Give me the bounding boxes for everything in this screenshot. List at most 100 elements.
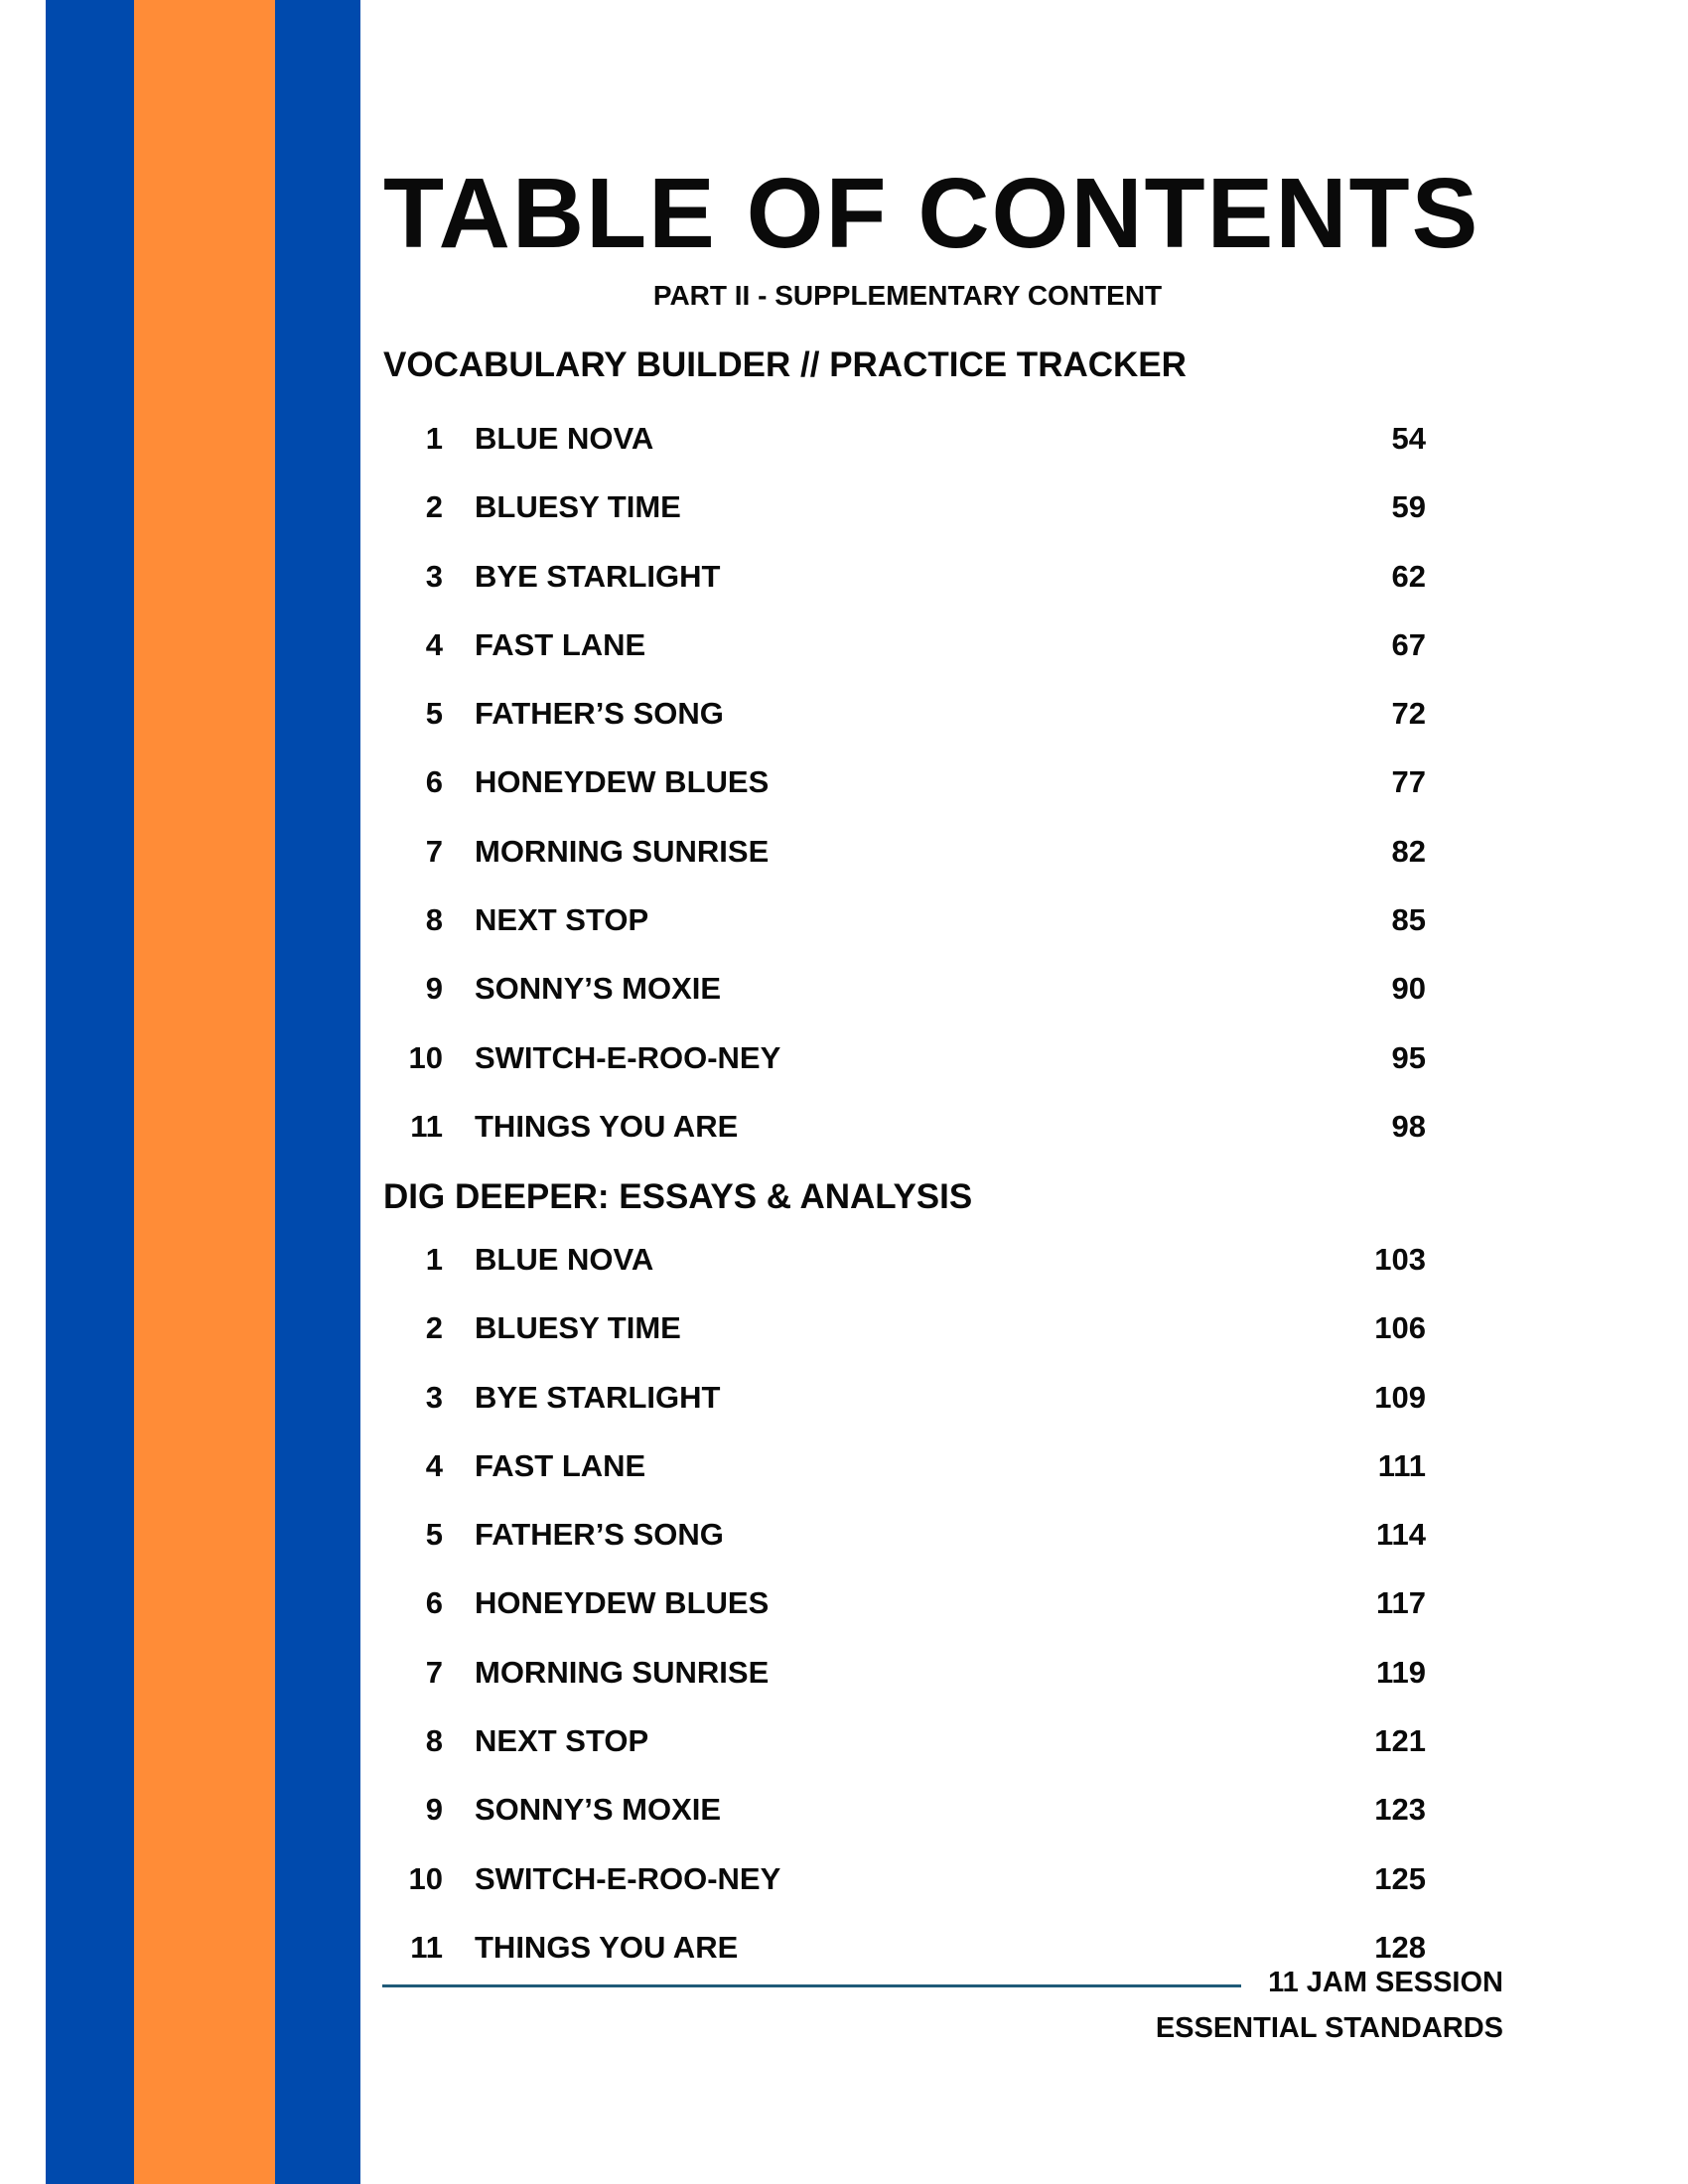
entry-number: 1: [425, 1242, 443, 1277]
footer-book-title: ESSENTIAL STANDARDS: [1155, 2012, 1503, 2044]
entry-page-number: 67: [1391, 626, 1426, 662]
entry-title: BLUESY TIME: [475, 1310, 681, 1346]
entry-page-number: 125: [1374, 1860, 1426, 1896]
entry-number: 2: [425, 489, 443, 525]
toc-entry[interactable]: 10 SWITCH-E-ROO-NEY 95: [383, 1040, 1426, 1109]
toc-entry[interactable]: 4 FAST LANE 67: [383, 627, 1426, 696]
entry-title: HONEYDEW BLUES: [475, 764, 770, 800]
footer-book-number: 11 JAM SESSION: [1268, 1967, 1503, 1998]
toc-entry[interactable]: 1 BLUE NOVA 103: [383, 1242, 1426, 1310]
entry-number: 7: [425, 833, 443, 869]
entry-page-number: 72: [1391, 696, 1426, 732]
toc-entry[interactable]: 3 BYE STARLIGHT 62: [383, 559, 1426, 627]
entry-title: THINGS YOU ARE: [475, 1929, 739, 1965]
entry-title: FAST LANE: [475, 1447, 646, 1483]
entry-number: 11: [410, 1108, 443, 1144]
toc-entry[interactable]: 5 FATHER’S SONG 114: [383, 1517, 1426, 1585]
right-blue-stripe: [275, 0, 360, 2184]
entry-page-number: 54: [1391, 421, 1426, 456]
entry-page-number: 109: [1374, 1379, 1426, 1415]
left-blue-stripe: [46, 0, 134, 2184]
entry-page-number: 77: [1391, 764, 1426, 800]
toc-entry[interactable]: 9 SONNY’S MOXIE 123: [383, 1792, 1426, 1860]
toc-list-vocabulary: 1 BLUE NOVA 54 2 BLUESY TIME 59 3 BYE STARLIGHT…: [383, 421, 1426, 1177]
entry-number: 9: [425, 1792, 443, 1828]
entry-title: SONNY’S MOXIE: [475, 971, 722, 1007]
orange-stripe: [134, 0, 275, 2184]
entry-page-number: 117: [1375, 1585, 1426, 1621]
entry-title: THINGS YOU ARE: [475, 1108, 739, 1144]
entry-title: FAST LANE: [475, 626, 646, 662]
entry-number: 10: [408, 1860, 443, 1896]
entry-number: 4: [425, 1447, 443, 1483]
entry-page-number: 111: [1377, 1447, 1426, 1483]
entry-title: BLUE NOVA: [475, 1242, 654, 1277]
toc-entry[interactable]: 8 NEXT STOP 85: [383, 902, 1426, 971]
entry-number: 4: [425, 626, 443, 662]
toc-entry[interactable]: 2 BLUESY TIME 59: [383, 489, 1426, 558]
entry-number: 10: [408, 1039, 443, 1075]
toc-entry[interactable]: 2 BLUESY TIME 106: [383, 1310, 1426, 1379]
entry-page-number: 62: [1391, 558, 1426, 594]
toc-entry[interactable]: 8 NEXT STOP 121: [383, 1723, 1426, 1792]
toc-entry[interactable]: 7 MORNING SUNRISE 82: [383, 834, 1426, 902]
toc-list-dig-deeper: 1 BLUE NOVA 103 2 BLUESY TIME 106 3 BYE STARLIG…: [383, 1242, 1426, 1998]
page-subtitle: PART II - SUPPLEMENTARY CONTENT: [652, 280, 1163, 311]
entry-number: 5: [425, 696, 443, 732]
toc-entry[interactable]: 9 SONNY’S MOXIE 90: [383, 971, 1426, 1039]
entry-number: 1: [425, 421, 443, 456]
entry-page-number: 103: [1374, 1242, 1426, 1277]
entry-number: 11: [410, 1929, 443, 1965]
toc-entry[interactable]: 11 THINGS YOU ARE 98: [383, 1109, 1426, 1177]
entry-page-number: 98: [1391, 1108, 1426, 1144]
toc-entry[interactable]: 5 FATHER’S SONG 72: [383, 696, 1426, 764]
entry-number: 6: [425, 764, 443, 800]
entry-number: 9: [425, 971, 443, 1007]
entry-page-number: 123: [1374, 1792, 1426, 1828]
section-heading-vocabulary: VOCABULARY BUILDER // PRACTICE TRACKER: [383, 345, 1187, 384]
entry-title: BLUESY TIME: [475, 489, 681, 525]
toc-entry[interactable]: 11 THINGS YOU ARE 128: [383, 1930, 1426, 1998]
entry-page-number: 128: [1374, 1929, 1426, 1965]
page-title: TABLE OF CONTENTS: [383, 158, 1480, 269]
entry-number: 8: [425, 1723, 443, 1759]
entry-number: 3: [425, 558, 443, 594]
entry-title: SWITCH-E-ROO-NEY: [475, 1860, 781, 1896]
entry-title: FATHER’S SONG: [475, 1517, 724, 1553]
toc-entry[interactable]: 1 BLUE NOVA 54: [383, 421, 1426, 489]
entry-page-number: 90: [1391, 971, 1426, 1007]
toc-entry[interactable]: 3 BYE STARLIGHT 109: [383, 1380, 1426, 1448]
entry-number: 5: [425, 1517, 443, 1553]
entry-number: 8: [425, 902, 443, 938]
toc-entry[interactable]: 6 HONEYDEW BLUES 77: [383, 764, 1426, 833]
entry-number: 7: [425, 1654, 443, 1690]
entry-title: MORNING SUNRISE: [475, 833, 770, 869]
entry-page-number: 85: [1391, 902, 1426, 938]
entry-title: SWITCH-E-ROO-NEY: [475, 1039, 781, 1075]
toc-entry[interactable]: 4 FAST LANE 111: [383, 1448, 1426, 1517]
footer-rule: [382, 1984, 1241, 1987]
entry-title: SONNY’S MOXIE: [475, 1792, 722, 1828]
toc-entry[interactable]: 10 SWITCH-E-ROO-NEY 125: [383, 1861, 1426, 1930]
entry-page-number: 59: [1391, 489, 1426, 525]
entry-title: NEXT STOP: [475, 902, 649, 938]
entry-title: NEXT STOP: [475, 1723, 649, 1759]
entry-page-number: 106: [1374, 1310, 1426, 1346]
toc-entry[interactable]: 7 MORNING SUNRISE 119: [383, 1655, 1426, 1723]
entry-title: BYE STARLIGHT: [475, 558, 721, 594]
entry-page-number: 121: [1374, 1723, 1426, 1759]
entry-page-number: 114: [1375, 1517, 1426, 1553]
entry-title: MORNING SUNRISE: [475, 1654, 770, 1690]
entry-number: 3: [425, 1379, 443, 1415]
entry-title: FATHER’S SONG: [475, 696, 724, 732]
entry-title: HONEYDEW BLUES: [475, 1585, 770, 1621]
entry-title: BYE STARLIGHT: [475, 1379, 721, 1415]
section-heading-dig-deeper: DIG DEEPER: ESSAYS & ANALYSIS: [383, 1177, 973, 1216]
toc-entry[interactable]: 6 HONEYDEW BLUES 117: [383, 1585, 1426, 1654]
entry-page-number: 95: [1391, 1039, 1426, 1075]
entry-page-number: 82: [1391, 833, 1426, 869]
entry-page-number: 119: [1375, 1654, 1426, 1690]
entry-number: 6: [425, 1585, 443, 1621]
entry-title: BLUE NOVA: [475, 421, 654, 456]
entry-number: 2: [425, 1310, 443, 1346]
